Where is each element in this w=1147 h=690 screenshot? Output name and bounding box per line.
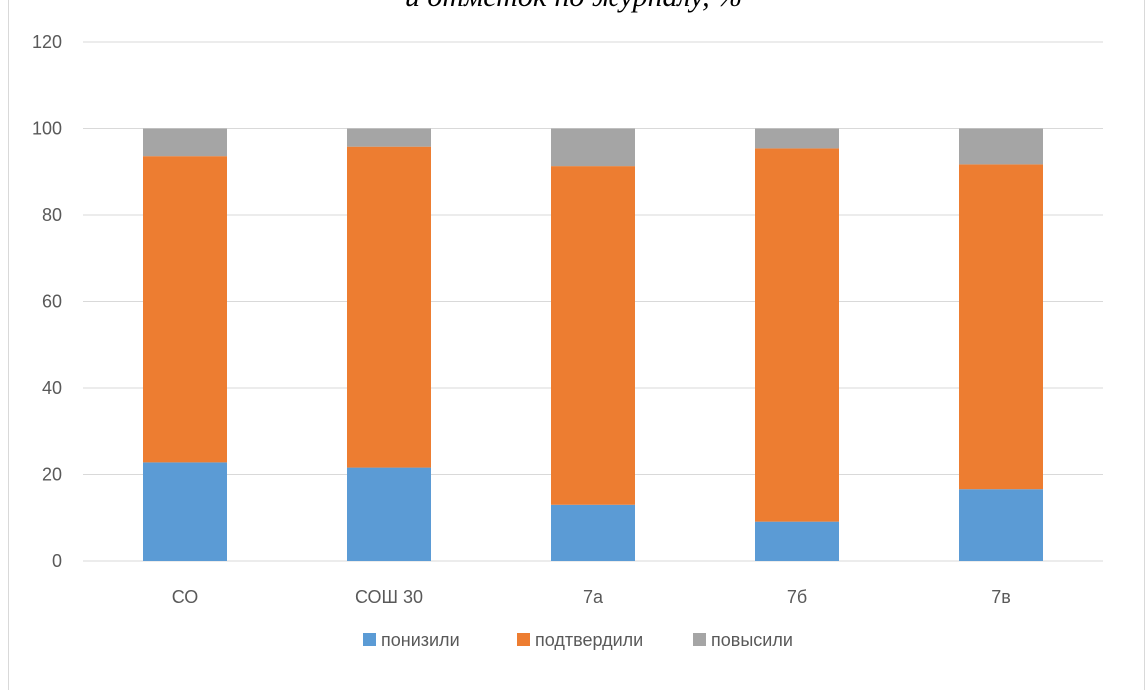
- y-tick-label: 120: [32, 32, 62, 52]
- bars: [143, 128, 1043, 561]
- bar-segment: [551, 128, 635, 167]
- bar-segment: [959, 489, 1043, 561]
- x-tick-label: 7б: [787, 587, 807, 607]
- chart-border: [8, 0, 1145, 690]
- y-tick-label: 60: [42, 292, 62, 312]
- legend: понизили подтвердили повысили: [363, 630, 793, 650]
- y-tick-label: 0: [52, 551, 62, 571]
- chart-title: и отметок по журналу, %: [0, 0, 1147, 14]
- legend-label: подтвердили: [535, 630, 643, 650]
- bar-segment: [347, 146, 431, 468]
- legend-swatch: [693, 633, 706, 646]
- bar-segment: [347, 467, 431, 561]
- x-tick-label: 7а: [583, 587, 604, 607]
- x-axis-tick-labels: СО СОШ 30 7а 7б 7в: [172, 587, 1011, 607]
- y-axis-tick-labels: 0 20 40 60 80 100 120: [32, 32, 62, 571]
- x-tick-label: СОШ 30: [355, 587, 423, 607]
- bar-segment: [143, 128, 227, 157]
- bar-segment: [551, 166, 635, 505]
- bar-segment: [959, 128, 1043, 165]
- bar-segment: [755, 128, 839, 149]
- y-tick-label: 80: [42, 205, 62, 225]
- y-tick-label: 20: [42, 465, 62, 485]
- legend-label: понизили: [381, 630, 460, 650]
- legend-swatch: [517, 633, 530, 646]
- bar-segment: [347, 128, 431, 147]
- bar-segment: [959, 164, 1043, 490]
- gridlines: [83, 41, 1103, 562]
- bar-segment: [755, 148, 839, 522]
- x-tick-label: 7в: [991, 587, 1011, 607]
- y-tick-label: 40: [42, 378, 62, 398]
- bar-segment: [143, 462, 227, 561]
- y-tick-label: 100: [32, 119, 62, 139]
- legend-swatch: [363, 633, 376, 646]
- x-tick-label: СО: [172, 587, 199, 607]
- bar-segment: [755, 521, 839, 561]
- bar-segment: [551, 504, 635, 561]
- bar-segment: [143, 156, 227, 463]
- legend-label: повысили: [711, 630, 793, 650]
